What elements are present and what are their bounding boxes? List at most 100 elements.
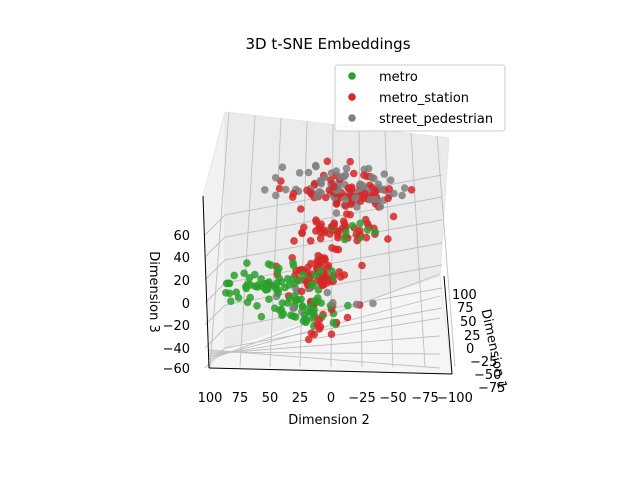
y-axis-label: Dimension 2	[288, 413, 370, 428]
point-metro	[288, 275, 297, 283]
point-metro-station	[330, 182, 338, 191]
z-tick-label: 60	[173, 229, 190, 244]
point-metro	[307, 281, 316, 289]
y-tick-label: −50	[379, 391, 406, 406]
legend-marker-metro-station	[348, 93, 356, 101]
point-metro-station	[306, 188, 315, 196]
z-tick-label: −20	[163, 319, 190, 334]
grid-line-dim1	[208, 349, 441, 369]
point-street-pedestrian	[351, 194, 360, 202]
point-metro	[289, 261, 298, 270]
grid-line-dim2	[384, 129, 394, 368]
point-metro-station	[360, 189, 369, 198]
point-metro	[299, 271, 307, 279]
point-metro-station	[327, 330, 336, 339]
legend-label-street-pedestrian: street_pedestrian	[379, 112, 493, 127]
point-street-pedestrian	[304, 168, 313, 177]
y-tick-label: 0	[327, 391, 335, 406]
grid-line-dim1	[208, 335, 441, 355]
x-tick-label: 25	[464, 329, 481, 344]
point-metro-station	[315, 316, 324, 324]
point-street-pedestrian	[323, 288, 332, 297]
point-metro-station	[385, 185, 394, 193]
point-street-pedestrian	[329, 298, 337, 307]
point-metro-station	[312, 216, 320, 224]
x-axis-line	[443, 275, 453, 375]
point-metro	[234, 294, 243, 302]
point-metro	[253, 302, 261, 310]
point-metro-station	[328, 222, 337, 231]
point-street-pedestrian	[360, 165, 369, 174]
point-street-pedestrian	[332, 167, 341, 175]
point-metro-station	[322, 193, 330, 202]
point-metro-station	[324, 261, 333, 270]
grid-line-dim3-right	[224, 219, 443, 261]
point-metro-station	[298, 229, 307, 238]
grid-line-dim1	[208, 295, 441, 359]
point-metro-station	[352, 230, 361, 239]
legend-label-metro-station: metro_station	[379, 91, 469, 106]
legend-box	[334, 64, 506, 132]
axes	[202, 195, 453, 375]
point-metro	[253, 283, 262, 291]
grid-line-dim2	[269, 117, 282, 368]
point-metro	[342, 228, 350, 237]
grid-line-dim3-left	[204, 304, 226, 326]
grid-line-dim3-left	[204, 236, 226, 258]
y-tick-label: 100	[198, 391, 223, 406]
z-tick-label: −40	[163, 342, 190, 357]
tick-labels: 100 75 50 25 0 −25 −50 −75−1006040200−20−40−601…	[163, 229, 506, 406]
point-metro-station	[275, 184, 284, 193]
point-street-pedestrian	[376, 202, 385, 211]
grid-line-dim3-left	[204, 282, 226, 304]
legend-marker-street-pedestrian	[348, 114, 356, 122]
point-metro	[293, 295, 301, 304]
point-metro-station	[332, 245, 340, 254]
point-metro	[277, 306, 286, 314]
point-metro-station	[346, 210, 355, 219]
point-street-pedestrian	[316, 176, 325, 185]
data-points	[222, 157, 416, 344]
point-metro	[227, 297, 235, 306]
point-street-pedestrian	[271, 174, 280, 182]
point-metro-station	[360, 171, 368, 179]
y-tick-label: 50	[262, 391, 279, 406]
point-metro	[344, 301, 352, 310]
point-metro-station	[289, 189, 298, 198]
point-street-pedestrian	[281, 185, 290, 194]
point-street-pedestrian	[332, 209, 341, 217]
point-metro-station	[323, 157, 332, 166]
point-metro	[275, 264, 283, 273]
x-tick-label: 0	[466, 342, 474, 357]
x-tick-label: −75	[478, 381, 505, 396]
z-tick-label: 20	[173, 274, 190, 289]
legend: metro metro_station street_pedestrian	[334, 64, 506, 132]
z-axis-line	[202, 195, 210, 369]
point-metro-station	[384, 235, 392, 243]
legend-marker-metro	[348, 72, 356, 80]
grid-line-dim2	[209, 111, 230, 368]
point-metro-station	[316, 223, 325, 231]
point-street-pedestrian	[317, 189, 326, 197]
point-street-pedestrian	[368, 173, 376, 182]
point-metro-station	[347, 199, 356, 208]
point-metro	[300, 311, 309, 319]
point-metro-station	[306, 237, 315, 245]
point-metro	[295, 276, 303, 285]
point-metro-station	[290, 237, 298, 245]
point-street-pedestrian	[261, 186, 269, 194]
grid-line-dim3-right	[224, 307, 443, 349]
point-street-pedestrian	[374, 180, 383, 189]
point-metro-station	[327, 176, 335, 184]
point-metro	[250, 270, 259, 279]
point-metro	[356, 219, 365, 228]
point-street-pedestrian	[295, 169, 304, 177]
grid-line-dim1	[208, 317, 441, 357]
point-street-pedestrian	[386, 176, 395, 184]
point-metro-station	[350, 169, 358, 178]
point-metro	[278, 299, 287, 307]
point-metro	[328, 267, 336, 275]
point-metro	[243, 259, 251, 267]
grid-line-dim3-left	[204, 259, 226, 281]
y-tick-label: 25	[292, 391, 309, 406]
